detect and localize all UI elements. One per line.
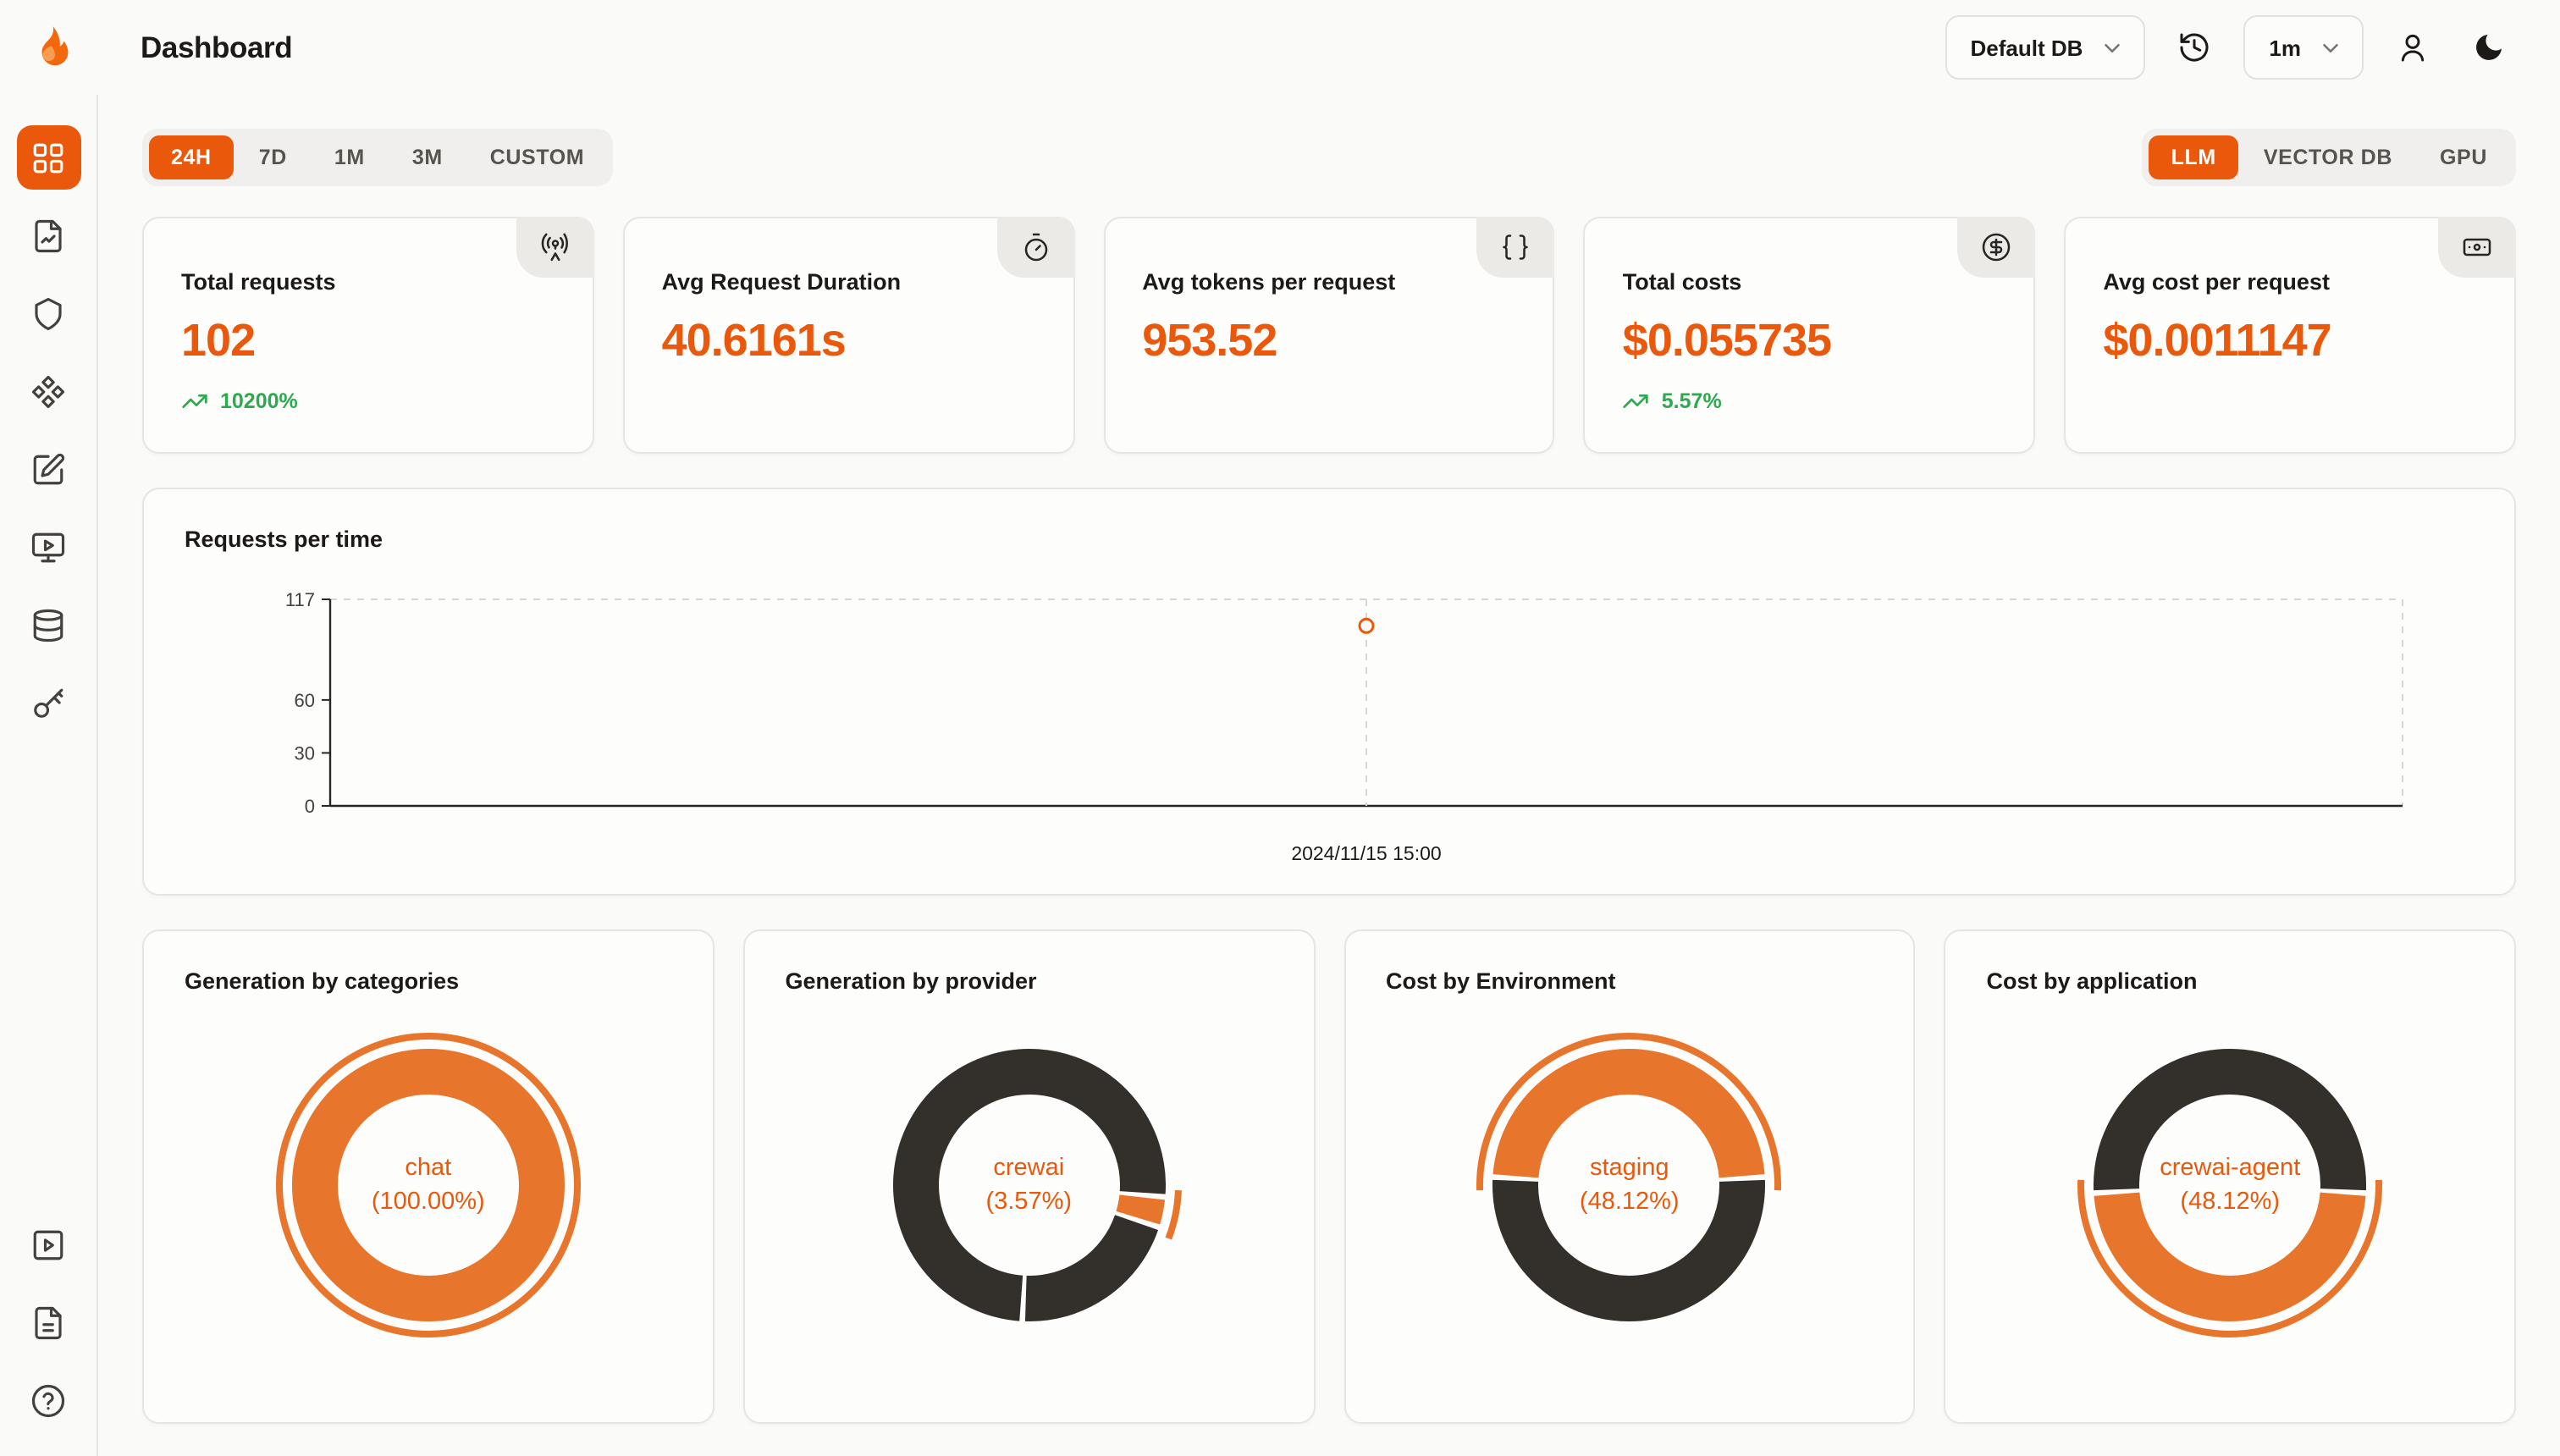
stat-value: 102 (181, 315, 256, 366)
interval-select-value: 1m (2269, 35, 2301, 60)
tab-llm[interactable]: LLM (2149, 135, 2238, 179)
toolbar: 24H 7D 1M 3M CUSTOM LLM VECTOR DB GPU (142, 129, 2516, 186)
monitor-play-icon[interactable] (16, 515, 80, 579)
stat-card-avg-tokens: Avg tokens per request 953.52 (1103, 217, 1555, 454)
header-actions: Default DB 1m (1945, 15, 2517, 80)
stat-value: $0.0011147 (2103, 315, 2331, 366)
svg-text:0: 0 (305, 796, 315, 817)
trending-up-icon (1623, 388, 1650, 415)
circle-dollar-icon (1957, 217, 2036, 278)
square-pen-icon[interactable] (16, 437, 80, 501)
stat-delta-value: 10200% (220, 389, 298, 413)
donut-svg (2077, 1049, 2383, 1338)
grid-icon[interactable] (16, 125, 80, 190)
tab-3m[interactable]: 3M (411, 146, 443, 169)
stat-value: 40.6161s (661, 315, 847, 366)
database-select-value: Default DB (1970, 35, 2083, 60)
stat-value: $0.055735 (1622, 315, 1832, 366)
donut-cards: Generation by categories chat (100.00%) … (142, 929, 2516, 1424)
donut-svg (892, 1049, 1182, 1321)
donut-chart: staging (48.12%) (1469, 1024, 1790, 1346)
requests-per-time-card: Requests per time 0 30 60 117 2024/11/15 15:… (142, 488, 2516, 896)
cost-by-application-card: Cost by application crewai-agent (48.12%… (1944, 929, 2516, 1424)
header: Dashboard Default DB 1m (0, 0, 2560, 95)
chart-title: Generation by categories (185, 968, 460, 994)
interval-select[interactable]: 1m (2243, 15, 2364, 80)
flame-logo-icon (25, 22, 76, 73)
dark-mode-moon-icon[interactable] (2462, 20, 2516, 74)
stat-label: Avg tokens per request (1142, 269, 1396, 295)
chart-title: Cost by Environment (1386, 968, 1616, 994)
braces-icon (1476, 217, 1555, 278)
circle-help-icon[interactable] (16, 1368, 80, 1432)
database-icon[interactable] (16, 593, 80, 657)
generation-by-categories-card: Generation by categories chat (100.00%) (142, 929, 714, 1424)
stat-card-avg-cost: Avg cost per request $0.0011147 (2064, 217, 2516, 454)
timer-icon (996, 217, 1075, 278)
page-title: Dashboard (141, 30, 293, 63)
sidebar (0, 95, 98, 1456)
chart-title: Requests per time (185, 527, 383, 552)
donut-chart: crewai-agent (48.12%) (2069, 1024, 2391, 1346)
svg-text:117: 117 (285, 589, 315, 610)
tab-custom[interactable]: CUSTOM (489, 146, 585, 169)
requests-line-chart: 0 30 60 117 2024/11/15 15:00 (285, 589, 2403, 864)
source-tabs: LLM VECTOR DB GPU (2142, 129, 2516, 186)
key-icon[interactable] (16, 670, 80, 735)
square-play-icon[interactable] (16, 1212, 80, 1277)
trending-up-icon (181, 388, 208, 415)
tab-gpu[interactable]: GPU (2440, 146, 2487, 169)
user-icon[interactable] (2386, 20, 2440, 74)
svg-text:2024/11/15 15:00: 2024/11/15 15:00 (1291, 842, 1441, 864)
banknote-icon (2437, 217, 2516, 278)
file-chart-icon[interactable] (16, 203, 80, 267)
tab-24h[interactable]: 24H (149, 135, 234, 179)
chart-title: Cost by application (1986, 968, 2198, 994)
file-text-icon[interactable] (16, 1290, 80, 1354)
shield-icon[interactable] (16, 281, 80, 345)
donut-svg (1476, 1032, 1782, 1321)
stat-label: Total requests (181, 269, 336, 295)
donut-svg (275, 1033, 581, 1337)
stat-delta: 5.57% (1623, 388, 1997, 415)
history-refresh-icon[interactable] (2167, 20, 2221, 74)
generation-by-provider-card: Generation by provider crewai (3.57%) (742, 929, 1315, 1424)
svg-text:30: 30 (295, 742, 315, 764)
tab-7d[interactable]: 7D (258, 146, 287, 169)
chevron-down-icon (2318, 35, 2343, 60)
stat-delta-value: 5.57% (1661, 389, 1722, 413)
tab-vector-db[interactable]: VECTOR DB (2263, 146, 2392, 169)
svg-text:60: 60 (295, 690, 315, 711)
chart-title: Generation by provider (785, 968, 1037, 994)
stat-label: Avg cost per request (2103, 269, 2330, 295)
main-content: 24H 7D 1M 3M CUSTOM LLM VECTOR DB GPU (98, 95, 2560, 1456)
sidebar-top-icons (16, 125, 80, 735)
database-select[interactable]: Default DB (1945, 15, 2146, 80)
stat-card-total-costs: Total costs $0.055735 5.57% (1583, 217, 2036, 454)
sidebar-bottom-icons (16, 1212, 80, 1432)
chevron-down-icon (2099, 35, 2125, 60)
cost-by-environment-card: Cost by Environment staging (48.12%) (1343, 929, 1916, 1424)
donut-chart: crewai (3.57%) (868, 1024, 1189, 1346)
tab-1m[interactable]: 1M (334, 146, 365, 169)
stat-cards: Total requests 102 10200% (142, 217, 2516, 454)
stat-card-avg-duration: Avg Request Duration 40.6161s (622, 217, 1075, 454)
stat-value: 953.52 (1142, 315, 1277, 366)
time-range-tabs: 24H 7D 1M 3M CUSTOM (142, 129, 614, 186)
stat-label: Total costs (1622, 269, 1742, 295)
donut-chart: chat (100.00%) (268, 1024, 589, 1346)
radio-tower-icon (516, 217, 594, 278)
component-icon[interactable] (16, 359, 80, 423)
stat-delta: 10200% (181, 388, 555, 415)
stat-label: Avg Request Duration (661, 269, 902, 295)
stat-card-total-requests: Total requests 102 10200% (142, 217, 594, 454)
